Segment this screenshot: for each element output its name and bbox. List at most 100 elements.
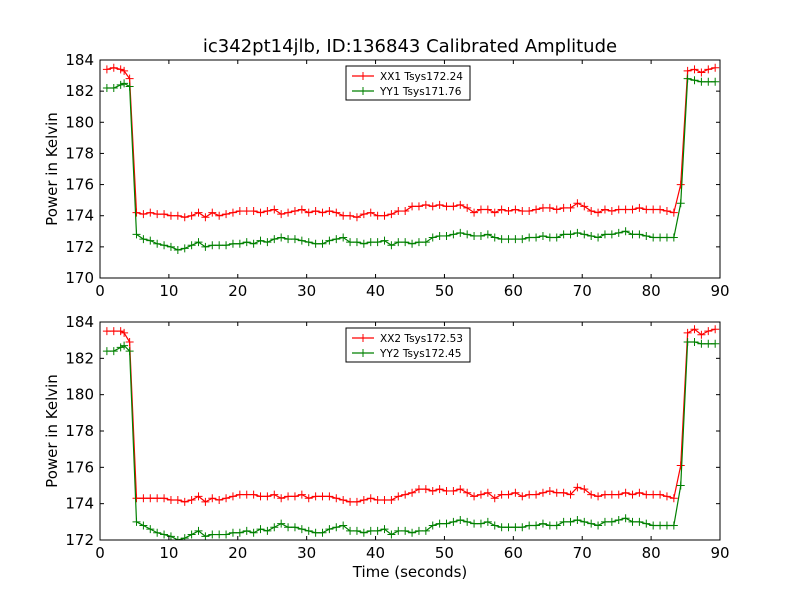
data-point-marker	[545, 521, 554, 530]
data-point-marker	[332, 208, 341, 217]
data-point-marker	[249, 207, 258, 216]
legend-entry-label: YY1 Tsys171.76	[379, 86, 462, 98]
plot-panel-1: 0 10 20 30 40 50 60 70 80 90 170 172 174 176 178 180 182…	[43, 51, 730, 300]
data-point-marker	[160, 210, 169, 219]
x-tick-label: 80	[642, 544, 661, 562]
y-tick-label: 180	[65, 113, 94, 131]
data-point-marker	[552, 233, 561, 242]
data-point-marker	[173, 536, 182, 540]
data-point-marker	[146, 208, 155, 217]
data-point-marker	[222, 210, 231, 219]
data-point-marker	[235, 528, 244, 537]
data-point-marker	[146, 494, 155, 503]
data-point-marker	[263, 492, 272, 501]
data-point-marker	[621, 205, 630, 214]
data-point-marker	[387, 241, 396, 250]
data-point-marker	[635, 517, 644, 526]
x-tick-label: 40	[366, 282, 385, 300]
data-point-marker	[614, 490, 623, 499]
data-point-marker	[532, 490, 541, 499]
data-point-marker	[525, 521, 534, 530]
data-point-marker	[573, 483, 582, 492]
data-point-marker	[649, 521, 658, 530]
data-point-marker	[249, 528, 258, 537]
data-point-marker	[215, 496, 224, 505]
data-point-marker	[263, 238, 272, 247]
data-point-marker	[614, 516, 623, 525]
data-point-marker	[228, 528, 237, 537]
data-point-marker	[270, 235, 279, 244]
data-point-marker	[380, 496, 389, 505]
data-point-marker	[346, 238, 355, 247]
data-point-marker	[656, 233, 665, 242]
data-point-marker	[153, 528, 162, 537]
data-point-marker	[352, 213, 361, 222]
data-point-marker	[332, 523, 341, 532]
data-point-marker	[146, 525, 155, 534]
data-point-marker	[201, 497, 210, 506]
data-point-marker	[690, 65, 699, 74]
data-point-marker	[222, 494, 231, 503]
data-point-marker	[352, 238, 361, 247]
data-point-marker	[704, 339, 713, 348]
data-point-marker	[359, 239, 368, 248]
data-point-marker	[359, 210, 368, 219]
data-point-marker	[408, 202, 417, 211]
data-point-marker	[511, 205, 520, 214]
data-point-marker	[662, 233, 671, 242]
data-point-marker	[656, 490, 665, 499]
chart-title: ic342pt14jlb, ID:136843 Calibrated Ampli…	[203, 36, 617, 57]
y-tick-label: 176	[65, 458, 94, 476]
data-point-marker	[607, 207, 616, 216]
data-point-marker	[435, 200, 444, 209]
data-point-marker	[476, 205, 485, 214]
series-line	[106, 77, 716, 251]
data-point-marker	[311, 492, 320, 501]
data-point-marker	[600, 230, 609, 239]
data-point-marker	[194, 492, 203, 501]
data-point-marker	[573, 199, 582, 208]
data-point-marker	[421, 526, 430, 535]
legend-swatch-marker	[359, 334, 367, 342]
data-point-marker	[187, 211, 196, 220]
data-point-marker	[290, 523, 299, 532]
data-point-marker	[628, 230, 637, 239]
data-point-marker	[380, 211, 389, 220]
data-point-marker	[153, 494, 162, 503]
data-point-marker	[559, 203, 568, 212]
x-tick-label: 40	[366, 544, 385, 562]
data-point-marker	[697, 77, 706, 86]
x-axis-label: Time (seconds)	[352, 563, 468, 581]
data-point-marker	[125, 337, 134, 346]
data-point-marker	[573, 516, 582, 525]
data-point-marker	[614, 228, 623, 237]
data-point-marker	[116, 65, 125, 74]
data-point-marker	[284, 208, 293, 217]
data-point-marker	[621, 488, 630, 497]
data-point-marker	[442, 486, 451, 495]
data-point-marker	[690, 325, 699, 334]
data-point-marker	[483, 517, 492, 526]
data-point-marker	[566, 230, 575, 239]
data-point-marker	[662, 521, 671, 530]
data-point-marker	[662, 207, 671, 216]
data-point-marker	[120, 341, 129, 350]
data-point-marker	[256, 208, 265, 217]
data-point-marker	[201, 213, 210, 222]
data-point-marker	[132, 517, 141, 526]
data-point-marker	[421, 485, 430, 494]
data-point-marker	[532, 521, 541, 530]
data-point-marker	[160, 530, 169, 539]
data-point-marker	[697, 330, 706, 339]
data-point-marker	[394, 492, 403, 501]
data-point-marker	[311, 207, 320, 216]
data-point-marker	[359, 496, 368, 505]
data-point-marker	[442, 202, 451, 211]
y-tick-label: 182	[65, 349, 94, 367]
y-tick-label: 184	[65, 51, 94, 69]
data-point-marker	[102, 347, 111, 356]
legend-swatch-marker	[359, 87, 367, 95]
data-point-marker	[511, 235, 520, 244]
data-point-marker	[476, 519, 485, 528]
data-point-marker	[187, 241, 196, 250]
